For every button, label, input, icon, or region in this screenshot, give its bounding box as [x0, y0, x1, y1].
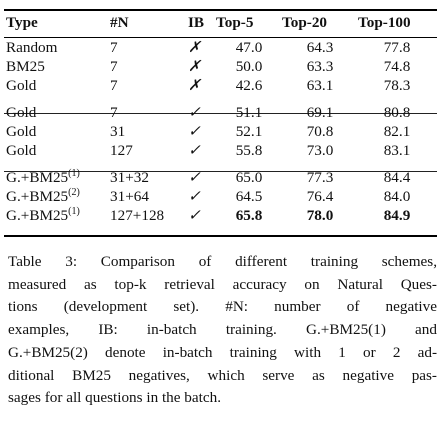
check-icon: ✓: [188, 141, 201, 159]
check-icon: ✓: [188, 206, 201, 224]
cell-top100: 84.0: [383, 188, 411, 205]
cell-top100-best: 84.9: [383, 207, 411, 224]
cell-top5-best: 65.8: [235, 207, 263, 224]
cell-type: Gold: [6, 123, 37, 140]
cell-top100: 82.1: [383, 123, 411, 140]
table-row: G.+BM25(1) 127+128 ✓ 65.8 78.0 84.9: [6, 206, 436, 229]
cell-top5: 42.6: [235, 77, 263, 94]
cell-n: 7: [110, 58, 118, 75]
cell-top5: 55.8: [235, 142, 263, 159]
header-n: #N: [110, 14, 129, 31]
check-icon: ✓: [188, 187, 201, 205]
cell-n: 7: [110, 77, 118, 94]
cell-top5: 52.1: [235, 123, 263, 140]
table-group-rule-2: [4, 171, 437, 172]
table-group-rule-1: [4, 113, 437, 114]
cell-top100: 84.4: [383, 169, 411, 186]
cell-n: 127: [110, 142, 133, 159]
table-caption: Table 3: Comparison of different trainin…: [8, 251, 437, 410]
cell-type-sup: (1): [68, 168, 80, 179]
cell-type: Random: [6, 39, 58, 56]
cell-top100: 77.8: [383, 39, 411, 56]
header-top100: Top-100: [358, 14, 411, 31]
cell-top100: 74.8: [383, 58, 411, 75]
table-header-rule: [4, 37, 437, 38]
table-bottom-rule: [4, 235, 437, 237]
cell-type: Gold: [6, 77, 37, 94]
cell-top20: 76.4: [306, 188, 334, 205]
cell-top20: 63.1: [306, 77, 334, 94]
cell-top100: 78.3: [383, 77, 411, 94]
cell-top20: 63.3: [306, 58, 334, 75]
cell-top5: 64.5: [235, 188, 263, 205]
results-table: Type #N IB Top-5 Top-20 Top-100 Random 7…: [6, 14, 436, 229]
cell-top20: 73.0: [306, 142, 334, 159]
table-row: G.+BM25(2) 31+64 ✓ 64.5 76.4 84.0: [6, 187, 436, 206]
cross-icon: ✗: [188, 76, 201, 94]
cross-icon: ✗: [188, 57, 201, 75]
caption-line: Table 3: Comparison of different trainin…: [8, 253, 437, 270]
table-row: Gold 31 ✓ 52.1 70.8 82.1: [6, 122, 436, 141]
cell-type: G.+BM25(1): [6, 160, 110, 187]
cell-top5: 47.0: [235, 39, 263, 56]
cell-top5: 51.1: [235, 104, 263, 121]
cell-top100: 80.8: [383, 104, 411, 121]
table-top-rule: [4, 9, 437, 11]
cell-top20: 69.1: [306, 104, 334, 121]
cell-type-sup: (2): [68, 187, 80, 198]
cell-type: G.+BM25(1): [6, 206, 110, 229]
check-icon: ✓: [188, 103, 201, 121]
cell-top20: 77.3: [306, 169, 334, 186]
cross-icon: ✗: [188, 38, 201, 56]
cell-type-text: G.+BM25: [6, 169, 69, 186]
cell-type-text: G.+BM25: [6, 207, 69, 224]
cell-type: BM25: [6, 58, 45, 75]
cell-n: 127+128: [110, 207, 165, 224]
check-icon: ✓: [188, 122, 201, 140]
cell-n: 7: [110, 39, 118, 56]
cell-n: 31: [110, 123, 126, 140]
cell-n: 31+32: [110, 169, 149, 186]
cell-top20-best: 78.0: [306, 207, 334, 224]
table-row: Gold 7 ✓ 51.1 69.1 80.8: [6, 95, 436, 122]
cell-type: G.+BM25(2): [6, 187, 110, 206]
cell-type-sup: (1): [68, 206, 80, 217]
cell-n: 7: [110, 104, 118, 121]
table-row: BM25 7 ✗ 50.0 63.3 74.8: [6, 57, 436, 76]
cell-top20: 70.8: [306, 123, 334, 140]
cell-top5: 50.0: [235, 58, 263, 75]
cell-top5: 65.0: [235, 169, 263, 186]
cell-type-text: G.+BM25: [6, 188, 69, 205]
check-icon: ✓: [188, 168, 201, 186]
cell-type: Gold: [6, 142, 37, 159]
table-row: Gold 7 ✗ 42.6 63.1 78.3: [6, 76, 436, 95]
cell-type: Gold: [6, 104, 37, 121]
caption-line: measured as top-k retrieval accuracy on …: [8, 275, 437, 293]
header-ib: IB: [188, 14, 205, 31]
header-type: Type: [6, 14, 38, 31]
cell-top100: 83.1: [383, 142, 411, 159]
caption-line: tions (development set). #N: number of n…: [8, 298, 437, 316]
caption-line: ditional BM25 negatives, which serve as …: [8, 366, 437, 384]
caption-line: sages for all questions in the batch.: [8, 389, 221, 407]
cell-n: 31+64: [110, 188, 149, 205]
table-row: Gold 127 ✓ 55.8 73.0 83.1: [6, 141, 436, 160]
table-row: G.+BM25(1) 31+32 ✓ 65.0 77.3 84.4: [6, 160, 436, 187]
cell-top20: 64.3: [306, 39, 334, 56]
caption-line: examples, IB: in-batch training. G.+BM25…: [8, 321, 437, 339]
table-row: Random 7 ✗ 47.0 64.3 77.8: [6, 38, 436, 57]
header-top20: Top-20: [282, 14, 328, 31]
table-header-row: Type #N IB Top-5 Top-20 Top-100: [6, 14, 436, 38]
header-top5: Top-5: [216, 14, 254, 31]
caption-line: G.+BM25(2) denote in-batch training with…: [8, 343, 437, 361]
